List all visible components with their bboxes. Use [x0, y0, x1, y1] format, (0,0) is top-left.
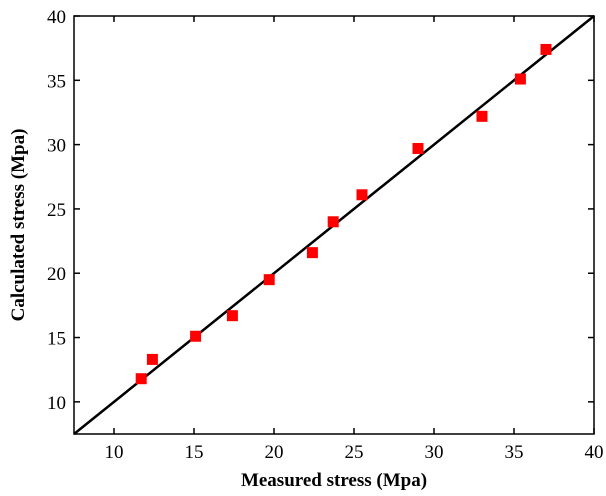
x-tick-label: 15: [185, 442, 204, 463]
x-tick-label: 30: [425, 442, 444, 463]
data-point: [356, 189, 368, 201]
axis-ticks-layer: 10 15 20 25 30 35 40 10 15 20 25 30 35 40: [47, 7, 604, 463]
data-point: [146, 353, 158, 365]
x-axis-title: Measured stress (Mpa): [241, 470, 427, 491]
y-tick-label: 35: [47, 71, 66, 92]
data-point: [476, 110, 488, 122]
data-points-layer: [135, 43, 552, 385]
plot-frame: [73, 15, 595, 435]
data-point: [226, 310, 238, 322]
data-point: [263, 274, 275, 286]
data-point: [514, 73, 526, 85]
y-tick-label: 25: [47, 200, 66, 221]
y-tick-label: 40: [47, 7, 66, 28]
y-tick-label: 20: [47, 264, 66, 285]
x-tick-label: 25: [345, 442, 364, 463]
y-tick-label: 30: [47, 136, 66, 157]
y-axis-title: Calculated stress (Mpa): [8, 129, 29, 322]
data-point: [412, 142, 424, 154]
x-tick-label: 10: [105, 442, 124, 463]
x-tick-label: 20: [265, 442, 284, 463]
data-point: [540, 43, 552, 55]
x-tick-label: 35: [505, 442, 524, 463]
data-point: [190, 330, 202, 342]
x-tick-label: 40: [585, 442, 604, 463]
y-tick-label: 15: [47, 329, 66, 350]
data-point: [306, 247, 318, 259]
data-point: [135, 373, 147, 385]
y-tick-label: 10: [47, 393, 66, 414]
data-point: [327, 216, 339, 228]
